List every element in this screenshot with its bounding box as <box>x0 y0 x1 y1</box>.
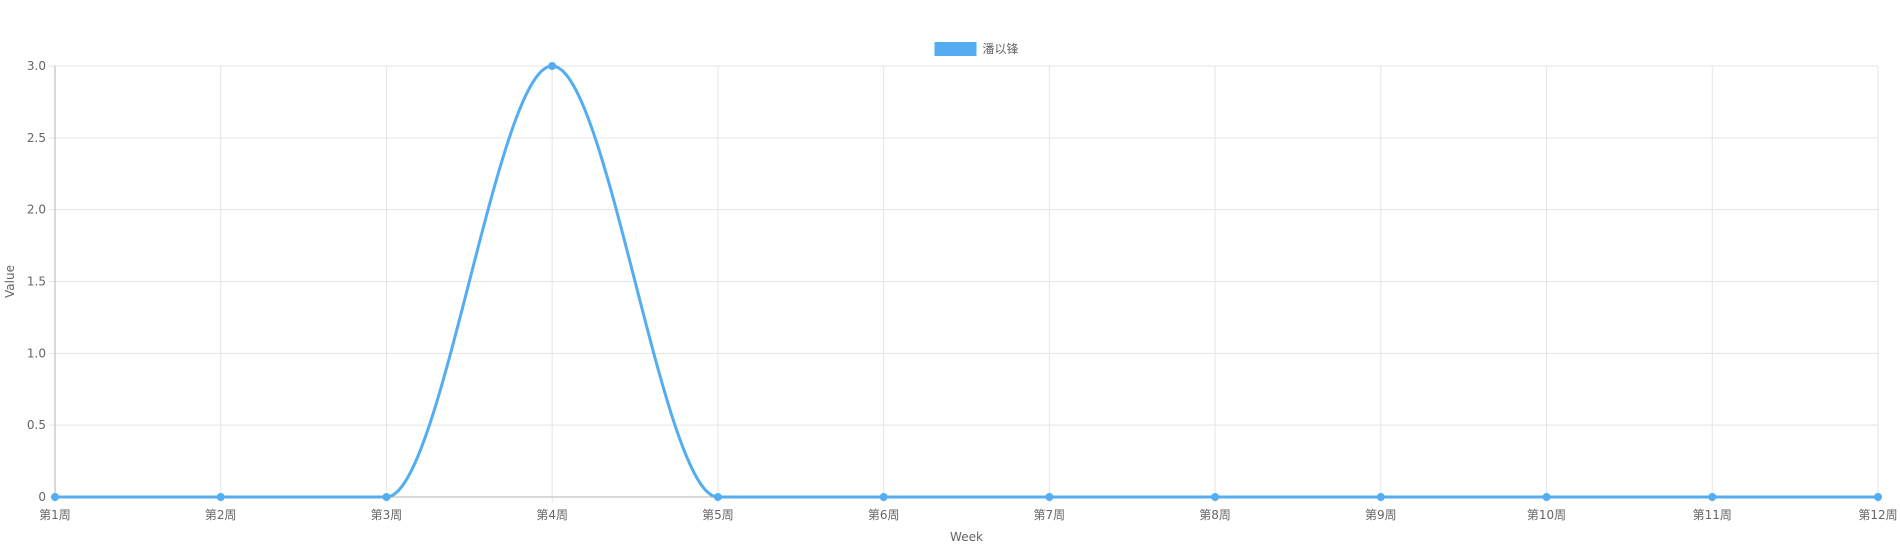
x-tick-label: 第9周 <box>1365 508 1397 522</box>
data-point[interactable] <box>1376 493 1385 501</box>
x-tick-label: 第7周 <box>1034 508 1066 522</box>
y-axis-ticks: 0 0.5 1.0 1.5 2.0 2.5 3.0 <box>27 59 46 504</box>
data-point[interactable] <box>216 493 225 501</box>
data-point[interactable] <box>1708 493 1717 501</box>
data-point[interactable] <box>548 62 557 70</box>
y-axis-title: Value <box>3 265 17 298</box>
x-tick-label: 第4周 <box>536 508 568 522</box>
data-point[interactable] <box>1045 493 1054 501</box>
legend[interactable]: 潘以锋 <box>934 42 1019 56</box>
y-tick-label: 0 <box>38 490 46 504</box>
y-tick-label: 0.5 <box>27 418 46 432</box>
x-axis-title: Week <box>950 530 983 544</box>
x-tick-label: 第1周 <box>39 508 71 522</box>
data-point[interactable] <box>1874 493 1882 501</box>
y-tick-label: 1.5 <box>27 275 46 289</box>
data-point[interactable] <box>51 493 59 501</box>
x-tick-label: 第3周 <box>371 508 403 522</box>
y-tick-label: 2.0 <box>27 203 46 217</box>
legend-label: 潘以锋 <box>982 42 1018 56</box>
data-points <box>51 62 1882 501</box>
data-point[interactable] <box>1542 493 1551 501</box>
data-point[interactable] <box>713 493 722 501</box>
grid-lines <box>49 65 1879 503</box>
x-tick-label: 第2周 <box>205 508 237 522</box>
legend-swatch <box>934 42 977 56</box>
x-axis-ticks: 第1周 第2周 第3周 第4周 第5周 第6周 第7周 第8周 第9周 第10周 第11周 第12周 <box>39 508 1897 522</box>
x-tick-label: 第8周 <box>1199 508 1231 522</box>
data-point[interactable] <box>1211 493 1220 501</box>
x-tick-label: 第11周 <box>1693 508 1732 522</box>
data-point[interactable] <box>879 493 888 501</box>
y-tick-label: 2.5 <box>27 131 46 145</box>
y-tick-label: 3.0 <box>27 59 46 73</box>
x-tick-label: 第6周 <box>868 508 900 522</box>
x-tick-label: 第10周 <box>1527 508 1566 522</box>
x-tick-label: 第12周 <box>1858 508 1897 522</box>
data-point[interactable] <box>382 493 391 501</box>
x-tick-label: 第5周 <box>702 508 734 522</box>
y-tick-label: 1.0 <box>27 346 46 360</box>
